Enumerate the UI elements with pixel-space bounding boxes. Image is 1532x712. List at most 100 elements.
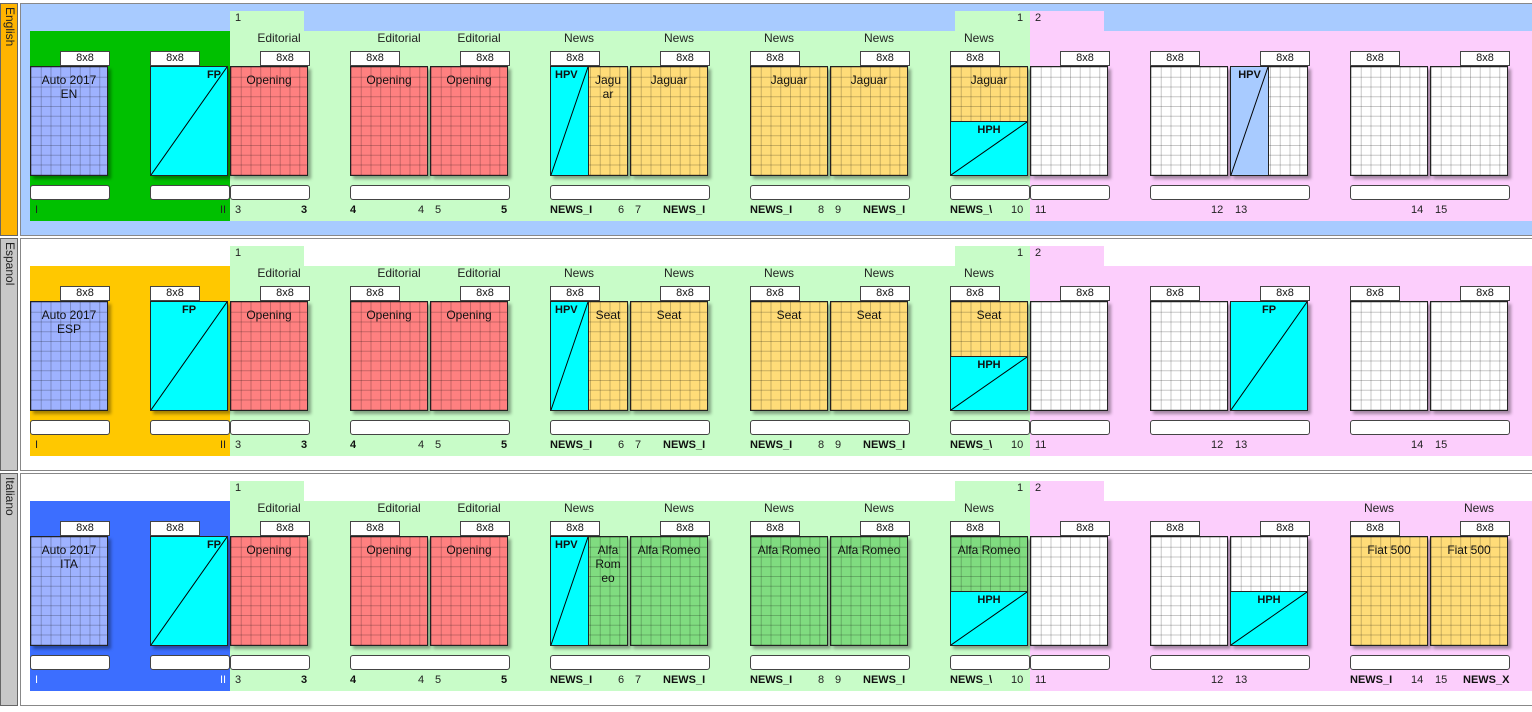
page-cover[interactable]: Auto 2017 ESP [30,301,108,411]
page-name-field[interactable] [1350,185,1510,200]
ad-hpv[interactable]: HPV [551,302,589,410]
template-box[interactable]: 8x8 [750,521,800,536]
page-name-field[interactable] [150,420,230,435]
page-name-field[interactable] [1150,655,1310,670]
page-name-field[interactable] [150,185,230,200]
page-5[interactable]: Opening [430,536,508,646]
ad-fp[interactable]: FP [1231,302,1307,410]
page-name-field[interactable] [1030,655,1110,670]
page-9[interactable]: Jaguar [830,66,908,176]
edition-tab-espanol[interactable]: Espanol [0,238,18,471]
page-15[interactable]: Fiat 500 [1430,536,1508,646]
page-name-field[interactable] [750,420,910,435]
ad-hph[interactable]: HPH [951,591,1027,645]
template-box[interactable]: 8x8 [460,521,510,536]
template-box[interactable]: 8x8 [860,51,910,66]
template-box[interactable]: 8x8 [60,286,110,301]
ad-hpv[interactable]: HPV [551,537,589,645]
page-8[interactable]: Alfa Romeo [750,536,828,646]
page-11[interactable] [1030,301,1108,411]
page-5[interactable]: Opening [430,66,508,176]
page-name-field[interactable] [950,420,1030,435]
page-14[interactable] [1350,66,1428,176]
page-name-field[interactable] [550,185,710,200]
page-4[interactable]: Opening [350,301,428,411]
page-12[interactable] [1150,66,1228,176]
page-12[interactable] [1150,301,1228,411]
page-3[interactable]: Opening [230,301,308,411]
page-7[interactable]: Alfa Romeo [630,536,708,646]
page-11[interactable] [1030,66,1108,176]
template-box[interactable]: 8x8 [150,286,200,301]
page-15[interactable] [1430,66,1508,176]
template-box[interactable]: 8x8 [750,286,800,301]
edition-tab-italiano[interactable]: Italiano [0,473,18,706]
page-name-field[interactable] [1350,420,1510,435]
page-ii[interactable]: FP [150,66,228,176]
page-name-field[interactable] [350,185,510,200]
template-box[interactable]: 8x8 [660,51,710,66]
template-box[interactable]: 8x8 [460,286,510,301]
page-ii[interactable]: FP [150,536,228,646]
page-name-field[interactable] [350,655,510,670]
page-15[interactable] [1430,301,1508,411]
template-box[interactable]: 8x8 [260,286,310,301]
template-box[interactable]: 8x8 [1260,51,1310,66]
page-4[interactable]: Opening [350,66,428,176]
page-name-field[interactable] [30,420,110,435]
page-13[interactable]: HPH [1230,536,1308,646]
template-box[interactable]: 8x8 [150,521,200,536]
page-name-field[interactable] [230,185,310,200]
page-name-field[interactable] [750,655,910,670]
template-box[interactable]: 8x8 [1350,51,1400,66]
page-name-field[interactable] [1150,185,1310,200]
page-8[interactable]: Seat [750,301,828,411]
page-name-field[interactable] [1150,420,1310,435]
page-9[interactable]: Seat [830,301,908,411]
template-box[interactable]: 8x8 [660,286,710,301]
page-name-field[interactable] [150,655,230,670]
page-12[interactable] [1150,536,1228,646]
page-name-field[interactable] [550,420,710,435]
page-14[interactable]: Fiat 500 [1350,536,1428,646]
template-box[interactable]: 8x8 [550,51,600,66]
page-name-field[interactable] [230,420,310,435]
page-4[interactable]: Opening [350,536,428,646]
template-box[interactable]: 8x8 [950,286,1000,301]
template-box[interactable]: 8x8 [550,521,600,536]
page-ii[interactable]: FP [150,301,228,411]
page-8[interactable]: Jaguar [750,66,828,176]
page-name-field[interactable] [30,655,110,670]
template-box[interactable]: 8x8 [1260,521,1310,536]
template-box[interactable]: 8x8 [60,51,110,66]
page-name-field[interactable] [230,655,310,670]
template-box[interactable]: 8x8 [1150,286,1200,301]
template-box[interactable]: 8x8 [860,521,910,536]
ad-hph[interactable]: HPH [1231,591,1307,645]
page-name-field[interactable] [350,420,510,435]
page-name-field[interactable] [950,185,1030,200]
ad-hpv[interactable]: HPV [1231,67,1269,175]
template-box[interactable]: 8x8 [1060,286,1110,301]
page-5[interactable]: Opening [430,301,508,411]
edition-tab-english[interactable]: English [0,3,18,236]
template-box[interactable]: 8x8 [260,51,310,66]
template-box[interactable]: 8x8 [550,286,600,301]
page-name-field[interactable] [1030,420,1110,435]
template-box[interactable]: 8x8 [1060,51,1110,66]
ad-hph[interactable]: HPH [951,121,1027,175]
page-7[interactable]: Seat [630,301,708,411]
ad-fp[interactable]: FP [151,537,227,645]
template-box[interactable]: 8x8 [950,51,1000,66]
template-box[interactable]: 8x8 [1060,521,1110,536]
template-box[interactable]: 8x8 [350,286,400,301]
template-box[interactable]: 8x8 [350,51,400,66]
template-box[interactable]: 8x8 [1350,521,1400,536]
page-10[interactable]: Seat HPH [950,301,1028,411]
page-name-field[interactable] [950,655,1030,670]
template-box[interactable]: 8x8 [860,286,910,301]
page-10[interactable]: Jaguar HPH [950,66,1028,176]
page-name-field[interactable] [1030,185,1110,200]
page-6[interactable]: HPV Jagu ar [550,66,628,176]
page-9[interactable]: Alfa Romeo [830,536,908,646]
